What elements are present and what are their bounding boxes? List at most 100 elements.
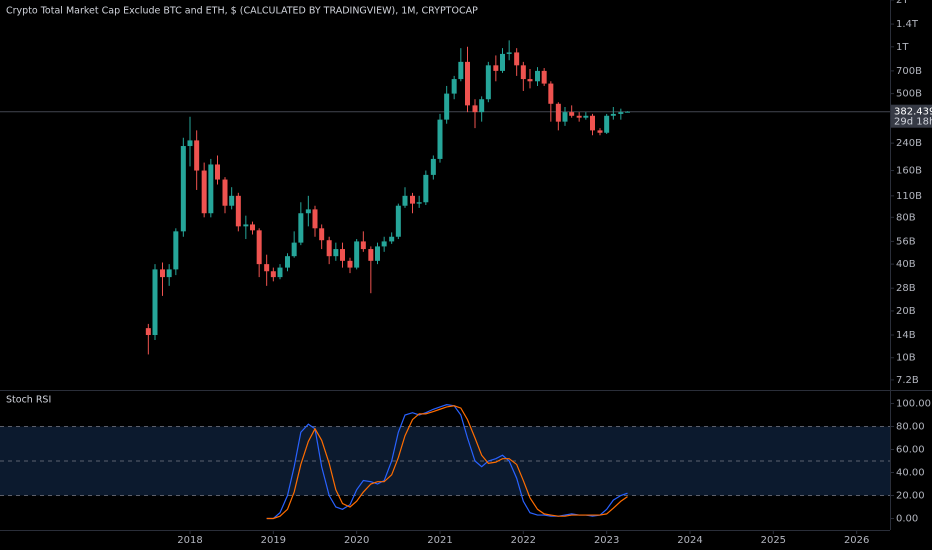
- candle-body: [444, 93, 450, 120]
- y-tick-label: 20.00: [896, 491, 925, 502]
- y-tick-label: 10B: [896, 353, 916, 364]
- candle-body: [319, 228, 325, 241]
- y-tick-label: 60.00: [896, 445, 925, 456]
- y-tick-label: 40.00: [896, 468, 925, 479]
- candle-body: [451, 79, 457, 94]
- candle-body: [402, 195, 408, 206]
- x-tick-label: 2018: [177, 535, 202, 546]
- candle-body: [173, 231, 179, 270]
- candle-body: [277, 267, 283, 278]
- stoch-line: [266, 404, 628, 520]
- candle-body: [145, 328, 151, 336]
- y-tick-label: 80B: [896, 212, 916, 223]
- candle-body: [535, 70, 540, 82]
- last-price-box: [891, 104, 932, 128]
- candle-body: [222, 179, 228, 206]
- y-tick-label: 2T: [896, 0, 909, 6]
- x-tick-label: 2020: [344, 535, 369, 546]
- candle-body: [410, 195, 415, 204]
- candle-body: [375, 246, 380, 261]
- candle-body: [215, 164, 220, 180]
- candle-body: [583, 115, 589, 118]
- candle-body: [437, 119, 443, 159]
- y-tick-label: 0.00: [896, 514, 918, 525]
- candle-body: [506, 52, 512, 54]
- y-tick-label: 80.00: [896, 422, 925, 433]
- candle-body: [395, 205, 401, 237]
- y-tick-label: 1.4T: [896, 19, 919, 30]
- candle-body: [235, 195, 241, 227]
- candle-body: [360, 241, 366, 250]
- candle-body: [548, 83, 554, 104]
- candle-body: [333, 249, 339, 257]
- last-price-label: 382.439B: [894, 107, 932, 118]
- candle-body: [187, 140, 193, 147]
- candle-body: [416, 202, 422, 204]
- x-tick-label: 2019: [261, 535, 286, 546]
- candle-body: [472, 105, 478, 113]
- candle-body: [597, 130, 603, 133]
- candle-body: [389, 236, 395, 242]
- candle-body: [493, 65, 499, 71]
- candle-body: [625, 111, 630, 113]
- candle-body: [610, 113, 616, 116]
- candle-body: [458, 61, 464, 80]
- x-tick-label: 2024: [677, 535, 702, 546]
- y-tick-label: 56B: [896, 236, 916, 247]
- y-tick-label: 110B: [896, 191, 922, 202]
- candle-body: [590, 115, 595, 131]
- y-tick-label: 700B: [896, 66, 922, 77]
- candle-body: [166, 269, 172, 278]
- candle-body: [576, 115, 582, 118]
- level-band: [0, 426, 890, 496]
- candle-body: [201, 170, 207, 214]
- y-tick-label: 100.00: [896, 399, 931, 410]
- candle-body: [555, 103, 561, 122]
- y-tick-label: 500B: [896, 89, 922, 100]
- candle-body: [340, 249, 345, 261]
- indicator-title: Stoch RSI: [6, 395, 51, 406]
- candle-body: [270, 271, 276, 278]
- y-tick-label: 1T: [896, 42, 909, 53]
- candle-body: [160, 269, 165, 278]
- candle-body: [562, 112, 568, 122]
- candle-body: [527, 79, 533, 82]
- x-tick-label: 2025: [761, 535, 786, 546]
- candle-body: [381, 241, 387, 247]
- candle-body: [479, 99, 485, 113]
- candle-body: [194, 140, 200, 171]
- candle-body: [354, 241, 360, 268]
- candle-body: [347, 260, 353, 268]
- x-tick-label: 2026: [844, 535, 869, 546]
- countdown-label: 29d 18h: [894, 117, 932, 128]
- candle-body: [423, 174, 429, 203]
- candle-body: [180, 146, 186, 232]
- candle-body: [520, 65, 526, 80]
- y-tick-label: 240B: [896, 138, 922, 149]
- x-tick-label: 2021: [427, 535, 452, 546]
- candle-body: [291, 242, 297, 257]
- candle-body: [485, 65, 491, 100]
- candle-body: [312, 209, 318, 229]
- candle-body: [465, 61, 470, 106]
- candle-body: [618, 112, 624, 114]
- candle-body: [264, 264, 270, 272]
- candle-body: [368, 249, 374, 261]
- candle-body: [256, 230, 262, 265]
- stoch-line: [266, 405, 628, 520]
- candle-body: [250, 224, 255, 231]
- candle-body: [569, 112, 575, 116]
- chart-title: Crypto Total Market Cap Exclude BTC and …: [6, 6, 478, 17]
- candle-body: [152, 269, 158, 336]
- y-tick-label: 14B: [896, 330, 916, 341]
- candle-body: [604, 115, 610, 133]
- candle-body: [298, 213, 304, 243]
- candle-body: [305, 209, 311, 214]
- y-tick-label: 20B: [896, 306, 916, 317]
- candle-body: [229, 195, 235, 206]
- y-tick-label: 40B: [896, 259, 916, 270]
- candle-body: [500, 53, 505, 71]
- candle-body: [514, 52, 520, 66]
